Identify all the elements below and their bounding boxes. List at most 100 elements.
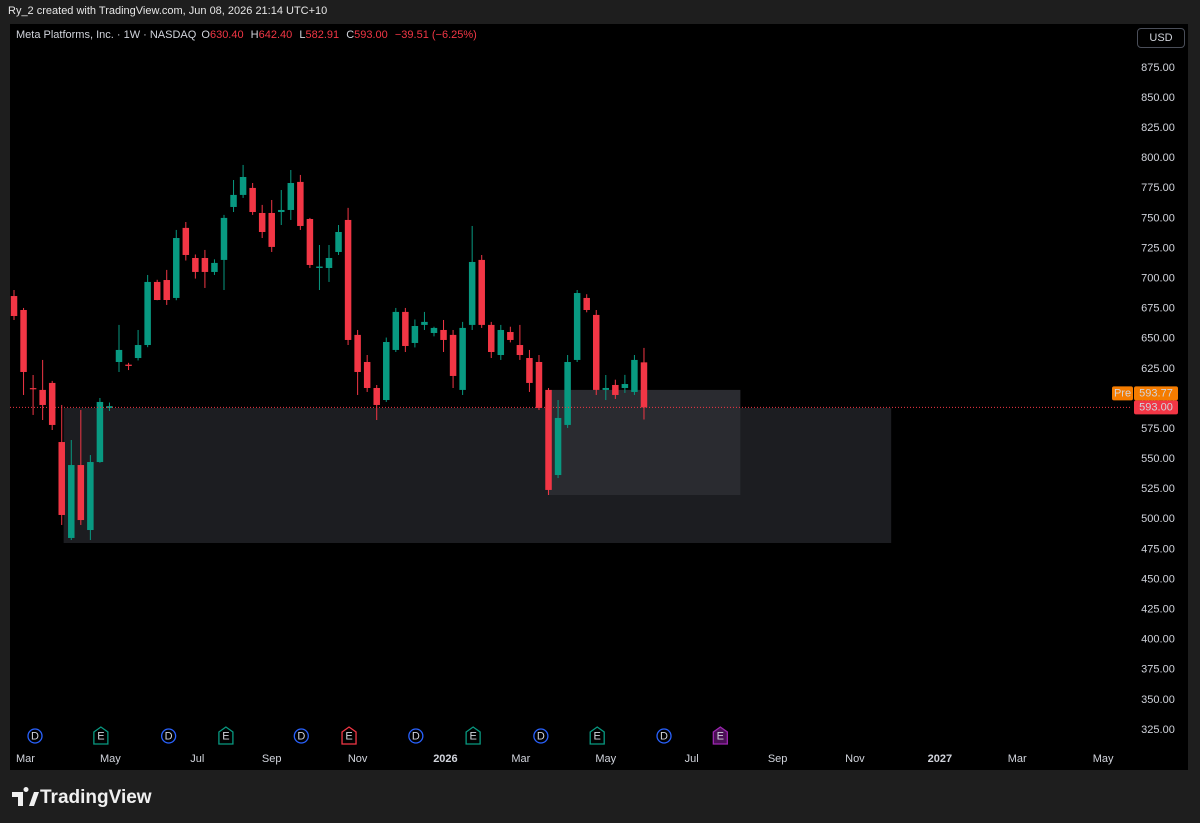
candle-body <box>249 187 256 213</box>
candle-body <box>268 212 275 247</box>
candle-body <box>96 401 104 463</box>
dividend-marker <box>293 728 309 744</box>
y-tick-label: 775.00 <box>1141 182 1175 194</box>
candle-body <box>87 462 94 531</box>
symbol: Meta Platforms, Inc. · 1W · NASDAQ <box>16 29 197 41</box>
candle-body <box>373 387 380 405</box>
top-note: Ry_2 created with TradingView.com, Jun 0… <box>8 5 328 17</box>
ohlc-value: 582.91 <box>305 29 340 41</box>
candle-body <box>48 382 56 425</box>
y-tick-label: 525.00 <box>1141 483 1175 495</box>
x-tick-label: Nov <box>348 753 368 765</box>
y-tick-label: 375.00 <box>1141 664 1175 676</box>
event-label: E <box>717 730 724 742</box>
x-tick-label: Jul <box>685 753 699 765</box>
y-tick-label: 450.00 <box>1141 573 1175 585</box>
dividend-marker <box>160 728 177 744</box>
candle-body <box>545 389 552 490</box>
candle-body <box>20 309 27 372</box>
y-tick-label: 575.00 <box>1141 423 1175 435</box>
ohlc-key: O <box>201 29 210 41</box>
premarket-box <box>1134 386 1178 401</box>
event-label: D <box>165 730 173 742</box>
ohlc-value: 593.00 <box>354 29 388 41</box>
x-tick-label: Jul <box>190 753 204 765</box>
candle-body <box>163 280 170 301</box>
candle-body <box>211 262 218 272</box>
y-tick-label: 650.00 <box>1141 333 1175 345</box>
candle-body <box>77 465 85 521</box>
x-tick-label: Sep <box>262 753 282 765</box>
last-price-box <box>1134 400 1178 415</box>
candle-body <box>621 384 629 388</box>
candle-body <box>192 257 199 272</box>
earnings-marker <box>93 726 109 745</box>
candle-body <box>392 311 400 350</box>
x-tick-label: Mar <box>511 753 530 765</box>
candle-body <box>258 212 266 232</box>
y-tick-label: 750.00 <box>1141 212 1175 224</box>
y-tick-label: 475.00 <box>1141 543 1175 555</box>
earnings-marker <box>341 726 357 745</box>
candle-body <box>478 259 485 325</box>
candle-body <box>316 266 323 268</box>
candle-body <box>488 324 495 353</box>
ohlc-key: L <box>299 29 306 41</box>
candle-body <box>449 334 457 376</box>
candle-body <box>325 257 333 268</box>
candle-body <box>344 219 352 340</box>
candle-body <box>535 361 543 408</box>
candle-body <box>573 293 581 360</box>
currency-button[interactable]: USD <box>1137 28 1185 48</box>
y-tick-label: 850.00 <box>1141 92 1175 104</box>
candle-body <box>631 359 638 392</box>
candle-body <box>125 364 132 366</box>
x-tick-label: Mar <box>16 753 35 765</box>
candle-body <box>182 227 190 255</box>
candle-body <box>201 257 209 272</box>
x-tick-label: 2027 <box>928 753 952 765</box>
candle-body <box>134 345 142 359</box>
candle-body <box>468 261 476 325</box>
y-tick-label: 725.00 <box>1141 242 1175 254</box>
candle-body <box>383 342 390 401</box>
x-tick-label: May <box>1093 753 1114 765</box>
dividend-marker <box>408 728 424 744</box>
event-label: E <box>594 730 601 742</box>
dividend-marker <box>27 728 43 744</box>
y-tick-label: 550.00 <box>1141 453 1175 465</box>
earnings-marker <box>712 726 728 745</box>
candle-body <box>612 384 619 395</box>
x-tick-label: Nov <box>845 753 865 765</box>
candle-body <box>507 332 514 340</box>
dividend-marker <box>533 728 549 744</box>
candle-body <box>115 349 123 362</box>
candle-body <box>230 194 237 207</box>
event-label: D <box>660 730 668 742</box>
premarket-tag-box <box>1112 386 1133 401</box>
event-label: E <box>469 730 476 742</box>
ohlc-key: C <box>346 29 355 41</box>
event-label: D <box>412 730 420 742</box>
candle-body <box>497 329 505 356</box>
candle-body <box>640 362 648 408</box>
y-tick-label: 825.00 <box>1141 122 1175 134</box>
x-tick-label: 2026 <box>433 753 457 765</box>
brand-icon <box>12 787 39 806</box>
dividend-marker <box>656 728 672 744</box>
event-label: D <box>297 730 305 742</box>
brand-name: TradingView <box>40 787 152 808</box>
candle-body <box>402 311 409 346</box>
ohlc-key: H <box>250 29 259 41</box>
x-tick-label: Mar <box>1008 753 1027 765</box>
x-tick-label: Sep <box>768 753 788 765</box>
candle-body <box>440 329 447 340</box>
y-tick-label: 875.00 <box>1141 62 1175 74</box>
y-tick-label: 675.00 <box>1141 303 1175 315</box>
candle-body <box>583 297 590 310</box>
candle-body <box>153 281 161 301</box>
candle-body <box>306 218 314 265</box>
y-tick-label: 625.00 <box>1141 363 1175 375</box>
